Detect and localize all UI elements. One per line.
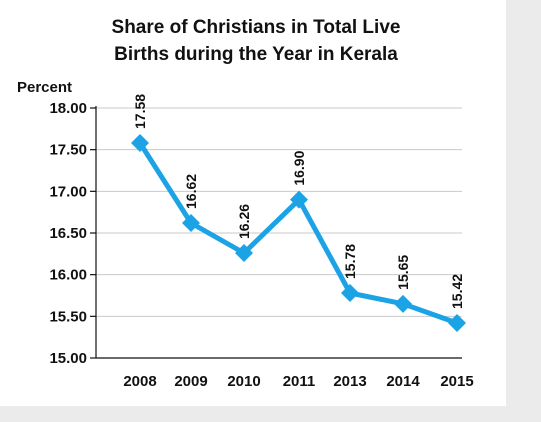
y-tick-label: 17.00 bbox=[49, 183, 87, 200]
chart-card: Share of Christians in Total Live Births… bbox=[0, 0, 506, 406]
data-point-2013 bbox=[341, 284, 359, 302]
chart-title-line-1: Share of Christians in Total Live bbox=[112, 17, 401, 38]
x-tick-label: 2014 bbox=[386, 373, 420, 390]
data-label-2011: 16.90 bbox=[291, 150, 307, 185]
data-labels: 17.58 16.62 16.26 16.90 15.78 15.65 15.42 bbox=[132, 94, 465, 309]
x-tick-label: 2010 bbox=[227, 373, 260, 390]
x-tick-label: 2008 bbox=[123, 373, 156, 390]
y-tick-label: 17.50 bbox=[49, 142, 87, 159]
data-label-2015: 15.42 bbox=[449, 274, 465, 309]
y-axis-label: Percent bbox=[17, 79, 72, 96]
x-tick-label: 2013 bbox=[333, 373, 366, 390]
data-point-2008 bbox=[131, 134, 149, 152]
x-tick-labels: 2008 2009 2010 2011 2013 2014 2015 bbox=[123, 373, 473, 390]
y-tick-label: 15.50 bbox=[49, 308, 87, 325]
data-label-2009: 16.62 bbox=[183, 174, 199, 209]
data-label-2013: 15.78 bbox=[342, 244, 358, 279]
data-point-2009 bbox=[182, 214, 200, 232]
gridlines bbox=[96, 107, 462, 317]
y-tick-labels: 15.00 15.50 16.00 16.50 17.00 17.50 18.00 bbox=[49, 100, 87, 367]
y-tick-label: 16.50 bbox=[49, 225, 87, 242]
data-point-2014 bbox=[394, 294, 412, 313]
data-point-2011 bbox=[290, 190, 308, 209]
x-tick-label: 2011 bbox=[283, 373, 316, 390]
line-chart: Share of Christians in Total Live Births… bbox=[17, 17, 474, 390]
y-tick-label: 18.00 bbox=[49, 100, 87, 117]
data-point-2015 bbox=[448, 314, 466, 332]
x-tick-label: 2015 bbox=[440, 373, 473, 390]
y-tick-label: 15.00 bbox=[49, 350, 87, 367]
series-christians-share bbox=[131, 134, 466, 332]
y-tick-label: 16.00 bbox=[49, 267, 87, 284]
chart-title-line-2: Births during the Year in Kerala bbox=[114, 44, 398, 65]
data-label-2014: 15.65 bbox=[395, 255, 411, 290]
data-label-2010: 16.26 bbox=[236, 204, 252, 239]
data-label-2008: 17.58 bbox=[132, 94, 148, 129]
x-tick-label: 2009 bbox=[174, 373, 207, 390]
axes bbox=[90, 106, 462, 359]
data-point-2010 bbox=[235, 244, 253, 262]
